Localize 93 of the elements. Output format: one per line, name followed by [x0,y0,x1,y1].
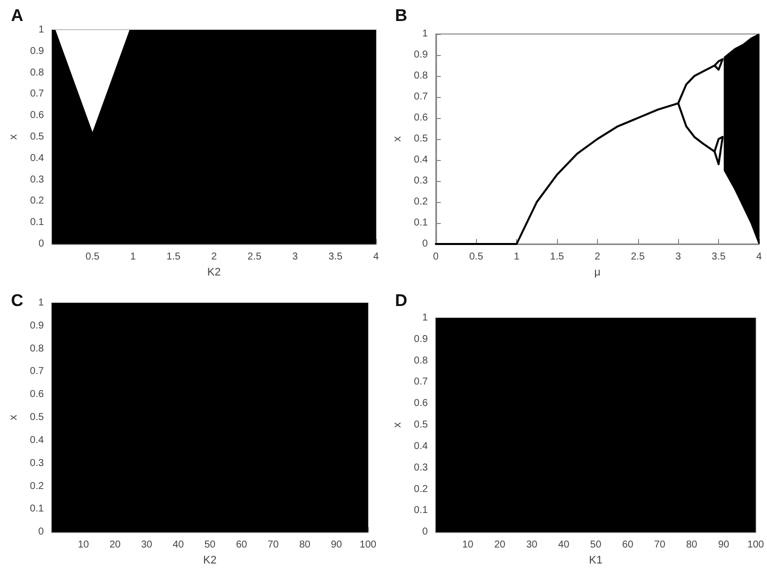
chart-title: B [395,6,408,25]
x-tick-label: 3.5 [712,252,726,262]
y-tick-label: 0.2 [30,196,44,207]
y-tick-label: 1 [38,24,44,36]
x-tick-label: 4 [756,252,762,262]
y-tick-label: 0.1 [30,504,44,515]
x-tick-label: 100 [747,540,764,551]
chart-title: A [11,6,24,25]
y-tick-label: 0 [422,238,428,250]
x-tick-label: 2.5 [630,252,646,262]
y-tick-label: 0.7 [30,88,44,100]
y-tick-label: 0.6 [414,398,428,410]
chart-title: D [395,291,408,310]
x-tick-label: 3.5 [328,252,343,262]
y-tick-label: 0.8 [30,67,44,78]
y-tick-label: 0.5 [30,132,44,142]
y-axis-title: x [392,422,404,428]
x-tick-label: 50 [204,540,216,551]
y-tick-label: 0.6 [30,389,44,400]
y-tick-label: 0.9 [30,320,44,332]
x-tick-label: 70 [268,540,280,551]
x-tick-label: 0 [433,252,440,262]
x-tick-label: 1 [514,252,520,262]
y-tick-label: 1 [422,28,428,40]
y-tick-label: 0.7 [414,92,428,102]
y-tick-label: 0.3 [30,458,44,469]
y-tick-label: 0.6 [30,110,44,122]
y-tick-label: 0.7 [414,376,428,388]
x-axis-title: K1 [588,554,602,566]
y-tick-label: 0.8 [414,70,428,82]
x-tick-label: 30 [526,540,538,551]
x-tick-label: 3 [292,252,298,262]
x-tick-label: 2.5 [248,252,262,262]
y-tick-label: 0.5 [30,412,44,424]
x-tick-label: 80 [299,540,311,551]
y-tick-label: 0.4 [414,440,428,452]
x-tick-label: 1.5 [166,252,181,262]
y-tick-label: 0.4 [30,152,44,164]
y-tick-label: 0.8 [30,343,44,354]
y-axis-title: x [8,134,20,140]
x-tick-label: 3 [675,252,682,262]
x-axis-title: K2 [203,554,217,566]
x-tick-label: 60 [236,540,248,551]
x-tick-label: 70 [654,540,666,551]
y-tick-label: 0.2 [414,484,428,495]
y-tick-label: 0.1 [30,217,44,228]
x-tick-label: 10 [78,540,90,551]
y-tick-label: 0.2 [30,480,44,492]
x-axis-title: μ [594,266,601,278]
y-tick-label: 0.5 [414,420,428,431]
y-tick-label: 1 [38,298,44,308]
x-tick-label: 20 [494,540,506,551]
y-tick-label: 0.3 [414,176,428,186]
x-tick-label: 50 [590,540,602,551]
y-tick-label: 0.9 [414,50,428,60]
x-tick-label: 90 [718,540,730,551]
x-tick-label: 0.5 [469,252,484,262]
y-tick-label: 0.1 [414,505,428,516]
x-tick-label: 60 [622,540,634,551]
x-tick-label: 100 [360,540,377,551]
x-tick-label: 1 [130,252,136,262]
x-tick-label: 2 [594,252,601,262]
y-tick-label: 0.6 [414,112,428,124]
y-tick-label: 0.9 [414,334,428,345]
x-tick-label: 40 [558,540,570,551]
x-tick-label: 30 [141,540,153,551]
y-tick-label: 0.4 [414,154,428,166]
y-tick-label: 0.5 [414,134,428,144]
x-tick-label: 10 [462,540,474,551]
y-axis-title: x [392,136,404,142]
y-tick-label: 0.4 [30,434,44,446]
x-tick-label: 80 [686,540,698,551]
x-tick-label: 40 [172,540,184,551]
y-tick-label: 0.8 [414,355,428,366]
x-tick-label: 90 [330,540,342,551]
chart-title: C [11,291,24,310]
y-axis-title: x [8,414,20,420]
y-tick-label: 0.2 [414,196,428,208]
y-tick-label: 0 [38,238,44,250]
y-tick-label: 0.3 [414,462,428,474]
x-axis-title: K2 [207,266,221,278]
x-tick-label: 20 [109,540,122,551]
x-tick-label: 0.5 [86,252,100,262]
y-tick-label: 0.3 [30,174,44,186]
y-tick-label: 0 [38,526,44,538]
y-tick-label: 0.7 [30,366,44,378]
y-tick-label: 0 [422,526,428,538]
y-tick-label: 0.1 [414,218,428,228]
y-tick-label: 1 [422,312,428,324]
x-tick-label: 4 [373,252,380,262]
y-tick-label: 0.9 [30,46,44,57]
x-tick-label: 2 [211,252,218,262]
x-tick-label: 1.5 [550,252,564,262]
